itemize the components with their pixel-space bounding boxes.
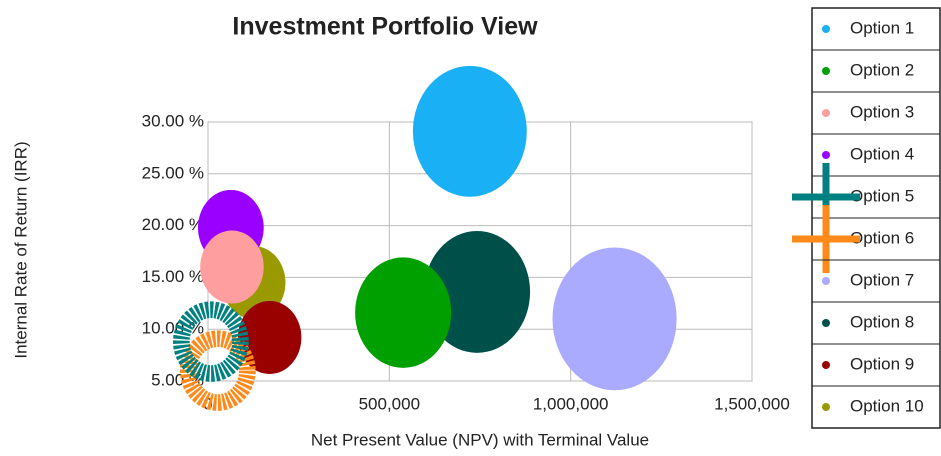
legend-label: Option 7 bbox=[850, 270, 914, 289]
x-tick-label: 1,000,000 bbox=[533, 394, 609, 413]
legend-marker bbox=[822, 319, 830, 327]
y-tick-label: 30.00 % bbox=[142, 111, 204, 130]
y-tick-label: 25.00 % bbox=[142, 163, 204, 182]
bubble bbox=[200, 230, 264, 304]
x-tick-label: 0 bbox=[203, 394, 212, 413]
bubble bbox=[355, 257, 452, 368]
legend-marker bbox=[822, 109, 830, 117]
legend-label: Option 2 bbox=[850, 60, 914, 79]
legend-marker bbox=[822, 25, 830, 33]
legend-marker bbox=[822, 403, 830, 411]
legend-label: Option 10 bbox=[850, 396, 924, 415]
x-axis-label: Net Present Value (NPV) with Terminal Va… bbox=[311, 430, 649, 449]
legend-label: Option 5 bbox=[850, 186, 914, 205]
legend-label: Option 1 bbox=[850, 18, 914, 37]
x-tick-label: 1,500,000 bbox=[714, 394, 790, 413]
bubble bbox=[552, 247, 677, 391]
legend-marker bbox=[822, 67, 830, 75]
legend-label: Option 3 bbox=[850, 102, 914, 121]
y-tick-label: 10.00 % bbox=[142, 319, 204, 338]
legend-label: Option 8 bbox=[850, 312, 914, 331]
legend-marker bbox=[822, 277, 830, 285]
y-axis-label: Internal Rate of Return (IRR) bbox=[11, 141, 30, 358]
legend-marker bbox=[822, 151, 830, 159]
chart-title: Investment Portfolio View bbox=[232, 13, 538, 41]
legend-label: Option 6 bbox=[850, 228, 914, 247]
bubble bbox=[412, 65, 527, 197]
legend-label: Option 9 bbox=[850, 354, 914, 373]
bubble bbox=[424, 230, 531, 353]
x-tick-label: 500,000 bbox=[359, 394, 420, 413]
legend-label: Option 4 bbox=[850, 144, 914, 163]
y-tick-label: 20.00 % bbox=[142, 215, 204, 234]
y-tick-label: 15.00 % bbox=[142, 267, 204, 286]
bubble bbox=[237, 300, 302, 374]
bubble bbox=[172, 301, 249, 382]
legend-marker bbox=[822, 361, 830, 369]
